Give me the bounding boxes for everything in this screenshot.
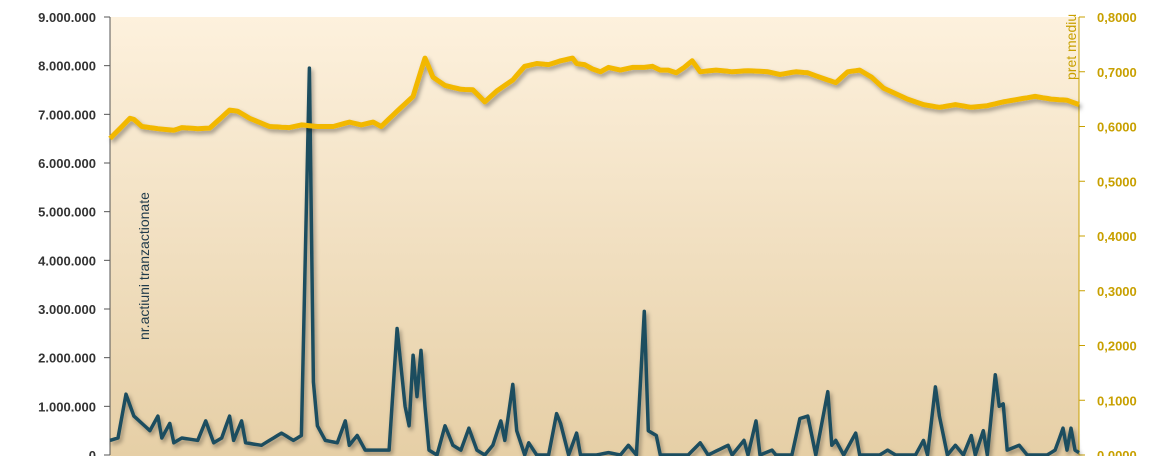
right-axis-title: pret mediu xyxy=(1063,14,1079,80)
right-tick-label: 0,6000 xyxy=(1097,120,1137,135)
right-tick-label: 0,5000 xyxy=(1097,174,1137,189)
left-tick-label: 3.000.000 xyxy=(38,302,96,317)
left-y-axis: 0 1.000.000 2.000.000 3.000.000 4.000.000 5.0… xyxy=(38,10,111,456)
series-line-price xyxy=(108,55,1080,141)
right-tick-label: 0,4000 xyxy=(1097,229,1137,244)
left-tick-label: 1.000.000 xyxy=(38,399,96,414)
right-tick-label: 0,0000 xyxy=(1097,448,1137,456)
left-tick-label: 4.000.000 xyxy=(38,253,96,268)
left-tick-label: 6.000.000 xyxy=(38,156,96,171)
left-tick-label: 7.000.000 xyxy=(38,107,96,122)
series-layer xyxy=(108,55,1080,456)
right-y-axis: 0,0000 0,1000 0,2000 0,3000 0,4000 0,5000 0,60… xyxy=(1078,10,1137,456)
left-tick-label: 5.000.000 xyxy=(38,205,96,220)
left-axis-title: nr.actiuni tranzactionate xyxy=(136,192,152,340)
right-tick-label: 0,3000 xyxy=(1097,284,1137,299)
left-tick-label: 0 xyxy=(89,448,96,456)
right-tick-label: 0,1000 xyxy=(1097,393,1137,408)
series-line-volume xyxy=(109,66,1080,456)
left-tick-label: 9.000.000 xyxy=(38,10,96,25)
left-tick-label: 8.000.000 xyxy=(38,59,96,74)
right-tick-label: 0,7000 xyxy=(1097,65,1137,80)
right-tick-label: 0,2000 xyxy=(1097,339,1137,354)
left-tick-label: 2.000.000 xyxy=(38,351,96,366)
right-tick-label: 0,8000 xyxy=(1097,10,1137,25)
plot-area-background xyxy=(110,17,1079,456)
